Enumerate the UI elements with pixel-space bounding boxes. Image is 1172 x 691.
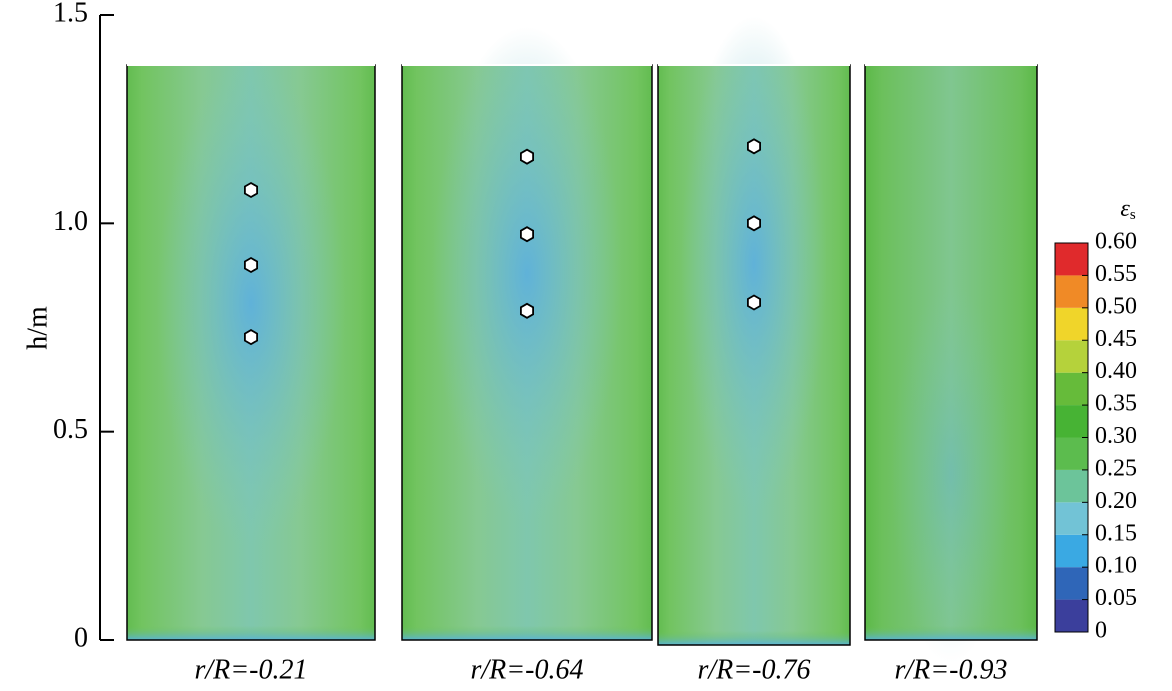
- marker: [747, 138, 761, 155]
- low-region: [432, 26, 622, 521]
- bottom-band: [127, 626, 375, 640]
- marker: [243, 256, 259, 274]
- marker: [520, 226, 534, 243]
- colorbar-band: [1055, 340, 1088, 373]
- marker: [747, 215, 761, 232]
- marker: [520, 302, 534, 319]
- low-region: [890, 283, 1012, 664]
- colorbar-tick-label: 0.60: [1095, 229, 1137, 255]
- colorbar-tick-label: 0.20: [1095, 488, 1137, 514]
- colorbar-band: [1055, 599, 1088, 632]
- marker: [243, 329, 259, 346]
- contour-panel: [657, 16, 851, 646]
- colorbar-band: [1055, 534, 1088, 568]
- panel-label: r/R=-0.76: [698, 654, 811, 685]
- y-tick-label: 0: [74, 622, 88, 653]
- colorbar-title-sub: s: [1130, 207, 1136, 223]
- y-tick-label: 1.5: [53, 0, 88, 28]
- low-region: [156, 59, 346, 548]
- colorbar-band: [1055, 372, 1088, 406]
- colorbar-tick-label: 0.45: [1095, 326, 1137, 352]
- marker: [520, 148, 534, 165]
- y-tick-label: 1.0: [53, 206, 88, 237]
- colorbar-band: [1055, 275, 1088, 308]
- panel-label: r/R=-0.21: [195, 654, 308, 685]
- colorbar-tick-label: 0.35: [1095, 391, 1137, 417]
- colorbar-band: [1055, 567, 1088, 600]
- colorbar-tick-label: 0.30: [1095, 423, 1137, 449]
- colorbar-title-main: ε: [1120, 196, 1130, 222]
- colorbar-band: [1055, 437, 1088, 470]
- panel-label: r/R=-0.64: [471, 654, 584, 685]
- colorbar-band: [1055, 502, 1088, 535]
- bottom-band: [402, 626, 652, 640]
- marker: [747, 294, 761, 311]
- colorbar-tick-label: 0.25: [1095, 455, 1137, 481]
- y-axis-label: h/m: [22, 306, 53, 350]
- colorbar-tick-label: 0.05: [1095, 585, 1137, 611]
- contour-panel: [401, 26, 653, 641]
- panel-label: r/R=-0.93: [895, 654, 1008, 685]
- colorbar-tick-label: 0.50: [1095, 293, 1137, 319]
- colorbar-band: [1055, 469, 1088, 503]
- colorbar-title: εs: [1120, 196, 1135, 224]
- colorbar-band: [1055, 405, 1088, 438]
- colorbar-band: [1055, 307, 1088, 341]
- y-tick-label: 0.5: [53, 414, 88, 445]
- colorbar-tick-label: 0.10: [1095, 553, 1137, 579]
- low-region: [681, 16, 827, 513]
- colorbar-tick-label: 0.40: [1095, 358, 1137, 384]
- colorbar-tick-label: 0.55: [1095, 261, 1137, 287]
- contour-panel: [126, 59, 376, 641]
- colorbar-band: [1055, 243, 1088, 276]
- bottom-band: [658, 631, 850, 645]
- colorbar-tick-label: 0: [1095, 618, 1107, 644]
- marker: [243, 181, 259, 199]
- colorbar-tick-label: 0.15: [1095, 520, 1137, 546]
- contour-panel: [864, 64, 1038, 664]
- bottom-band: [865, 626, 1037, 640]
